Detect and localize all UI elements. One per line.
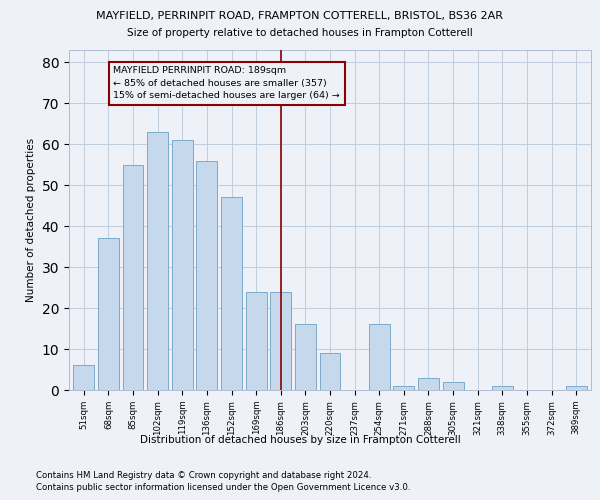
Bar: [394, 386, 415, 390]
Text: Size of property relative to detached houses in Frampton Cotterell: Size of property relative to detached ho…: [127, 28, 473, 38]
Bar: [492, 386, 513, 390]
Bar: [295, 324, 316, 390]
Y-axis label: Number of detached properties: Number of detached properties: [26, 138, 36, 302]
Bar: [418, 378, 439, 390]
Bar: [196, 160, 217, 390]
Bar: [221, 198, 242, 390]
Bar: [320, 353, 340, 390]
Bar: [122, 164, 143, 390]
Bar: [566, 386, 587, 390]
Text: MAYFIELD, PERRINPIT ROAD, FRAMPTON COTTERELL, BRISTOL, BS36 2AR: MAYFIELD, PERRINPIT ROAD, FRAMPTON COTTE…: [97, 11, 503, 21]
Bar: [369, 324, 390, 390]
Text: Contains public sector information licensed under the Open Government Licence v3: Contains public sector information licen…: [36, 484, 410, 492]
Bar: [73, 366, 94, 390]
Bar: [98, 238, 119, 390]
Bar: [147, 132, 168, 390]
Bar: [270, 292, 291, 390]
Bar: [172, 140, 193, 390]
Text: Distribution of detached houses by size in Frampton Cotterell: Distribution of detached houses by size …: [140, 435, 460, 445]
Text: Contains HM Land Registry data © Crown copyright and database right 2024.: Contains HM Land Registry data © Crown c…: [36, 471, 371, 480]
Text: MAYFIELD PERRINPIT ROAD: 189sqm
← 85% of detached houses are smaller (357)
15% o: MAYFIELD PERRINPIT ROAD: 189sqm ← 85% of…: [113, 66, 340, 100]
Bar: [443, 382, 464, 390]
Bar: [245, 292, 266, 390]
